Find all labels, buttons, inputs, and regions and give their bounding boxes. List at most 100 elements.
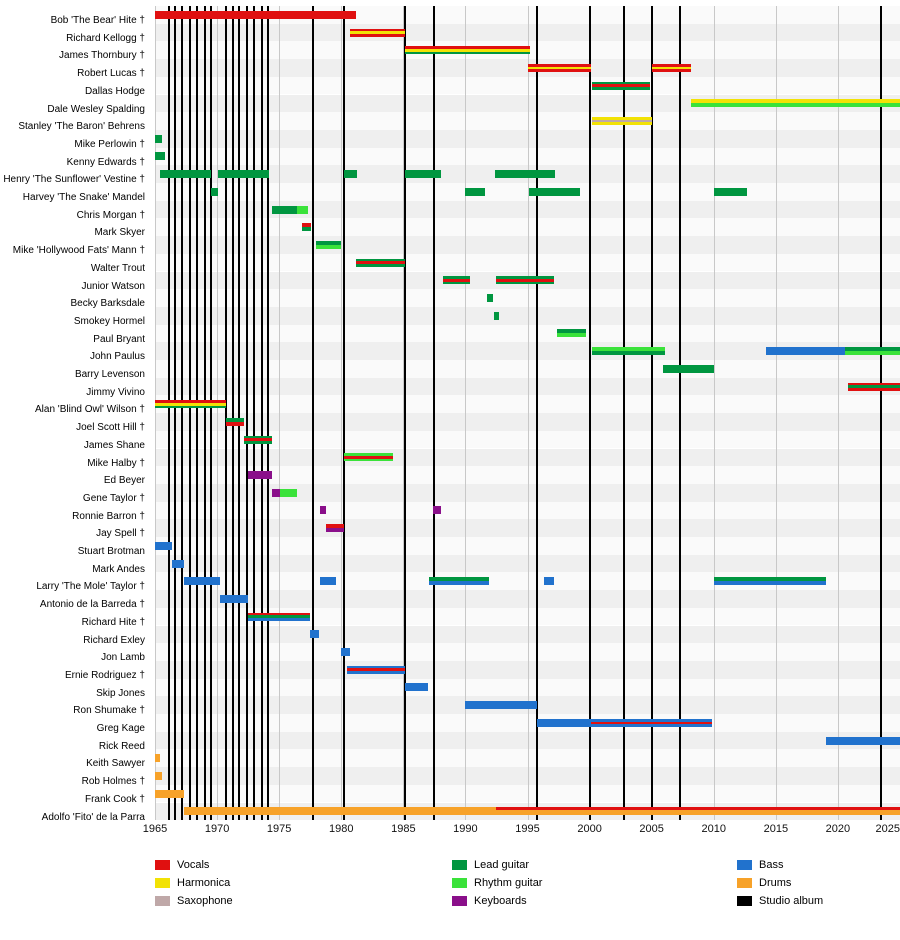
rhythm_guitar-stripe bbox=[592, 347, 666, 352]
member-label: Paul Bryant bbox=[93, 333, 145, 345]
rhythm_guitar-stripe bbox=[557, 333, 586, 338]
timeline-bar bbox=[341, 648, 350, 657]
lead_guitar-stripe bbox=[592, 81, 651, 85]
x-tick-label: 1990 bbox=[453, 823, 478, 836]
timeline-bar bbox=[155, 10, 357, 19]
vocals-stripe bbox=[651, 69, 692, 72]
member-label: Ed Beyer bbox=[103, 475, 145, 487]
lead_guitar-stripe bbox=[845, 347, 900, 352]
vocals-stripe bbox=[443, 279, 471, 282]
harmonica-stripe bbox=[691, 99, 900, 104]
timeline-bar bbox=[271, 488, 281, 497]
x-tick-label: 1980 bbox=[329, 823, 354, 836]
legend-item: Vocals bbox=[155, 856, 233, 874]
harmonica-legend-swatch bbox=[155, 878, 170, 889]
year-gridline bbox=[775, 6, 777, 821]
timeline-bar bbox=[343, 170, 358, 179]
member-label: Kenny Edwards † bbox=[66, 156, 145, 168]
lead_guitar-stripe bbox=[528, 187, 580, 196]
member-label: Jay Spell † bbox=[96, 528, 145, 540]
lead_guitar-stripe bbox=[486, 294, 493, 303]
member-label: Richard Hite † bbox=[81, 616, 145, 628]
studio-album-line bbox=[167, 6, 170, 821]
member-label: Bob 'The Bear' Hite † bbox=[50, 15, 145, 26]
bass-stripe bbox=[429, 581, 489, 586]
legend-item: Lead guitar bbox=[452, 856, 542, 874]
member-label: Mark Andes bbox=[92, 563, 145, 575]
studio-album-line bbox=[650, 6, 653, 821]
legend-label: Keyboards bbox=[474, 895, 527, 908]
vocals-stripe bbox=[326, 524, 344, 529]
lead_guitar-stripe bbox=[496, 281, 554, 285]
drums-legend-swatch bbox=[737, 878, 752, 889]
member-label: Chris Morgan † bbox=[76, 209, 145, 221]
studio-album-line bbox=[245, 6, 248, 821]
member-label: Stanley 'The Baron' Behrens bbox=[18, 121, 145, 133]
lead_guitar-stripe bbox=[495, 170, 555, 179]
member-label: James Thornbury † bbox=[59, 50, 145, 62]
member-label: Richard Exley bbox=[83, 634, 145, 646]
timeline-bar bbox=[825, 736, 900, 745]
harmonica-stripe bbox=[592, 122, 652, 126]
timeline-bar bbox=[465, 701, 538, 710]
timeline-bar bbox=[847, 382, 900, 391]
vocals-stripe bbox=[343, 456, 394, 459]
bass-stripe bbox=[825, 736, 900, 745]
x-tick-label: 1975 bbox=[266, 823, 292, 836]
legend-label: Bass bbox=[759, 859, 784, 872]
lead_guitar-stripe bbox=[343, 170, 358, 179]
lead_guitar-stripe bbox=[210, 187, 219, 196]
studio_album-legend-swatch bbox=[737, 896, 752, 907]
drums-stripe bbox=[183, 807, 497, 816]
timeline-bar bbox=[320, 506, 327, 515]
member-label: Alan 'Blind Owl' Wilson † bbox=[35, 404, 145, 416]
timeline-bar bbox=[218, 170, 270, 179]
timeline-bar bbox=[765, 347, 846, 356]
lead_guitar-stripe bbox=[356, 263, 405, 267]
lead_guitar-stripe bbox=[404, 170, 441, 179]
bass-stripe bbox=[341, 648, 350, 657]
timeline-bar bbox=[159, 170, 211, 179]
timeline-bar bbox=[691, 99, 900, 108]
rhythm_guitar-stripe bbox=[280, 488, 297, 497]
vocals-stripe bbox=[244, 438, 272, 441]
legend-item: Harmonica bbox=[155, 874, 233, 892]
studio-album-line bbox=[679, 6, 682, 821]
legend-item: Keyboards bbox=[452, 892, 542, 910]
harmonica-stripe bbox=[651, 66, 692, 70]
studio-album-line bbox=[238, 6, 241, 821]
keyboards-legend-swatch bbox=[452, 896, 467, 907]
legend-label: Vocals bbox=[177, 859, 210, 872]
year-gridline bbox=[217, 6, 219, 821]
member-label: Antonio de la Barreda † bbox=[39, 599, 145, 611]
lead_guitar-stripe bbox=[155, 152, 165, 161]
vocals-stripe bbox=[349, 28, 405, 32]
member-label: Greg Kage bbox=[96, 723, 145, 734]
saxophone-stripe bbox=[592, 119, 652, 123]
drums-stripe bbox=[155, 789, 184, 798]
bass-stripe bbox=[404, 683, 429, 692]
timeline-bar bbox=[528, 187, 580, 196]
rhythm_guitar-stripe bbox=[845, 351, 900, 356]
rhythm_guitar-stripe bbox=[691, 103, 900, 108]
member-label: Barry Levenson bbox=[74, 369, 145, 380]
timeline-bar bbox=[301, 223, 312, 232]
x-tick-label: 1970 bbox=[204, 823, 230, 836]
timeline-bar bbox=[225, 417, 245, 426]
member-label: Robert Lucas † bbox=[77, 68, 145, 80]
x-tick-label: 2005 bbox=[639, 823, 664, 836]
member-label: Junior Watson bbox=[81, 280, 145, 292]
lead_guitar-stripe bbox=[356, 258, 405, 262]
keyboards-stripe bbox=[320, 506, 327, 515]
studio-album-line bbox=[203, 6, 206, 821]
member-label: Becky Barksdale bbox=[70, 298, 145, 310]
year-gridline bbox=[155, 6, 156, 821]
lead_guitar-stripe bbox=[218, 170, 270, 179]
legend-label: Drums bbox=[759, 877, 792, 890]
year-gridline bbox=[279, 6, 281, 821]
member-label: Richard Kellogg † bbox=[66, 32, 145, 44]
timeline-bar bbox=[296, 205, 308, 214]
timeline-bar bbox=[713, 187, 748, 196]
lead_guitar-stripe bbox=[592, 351, 666, 356]
timeline-bar bbox=[713, 577, 826, 586]
